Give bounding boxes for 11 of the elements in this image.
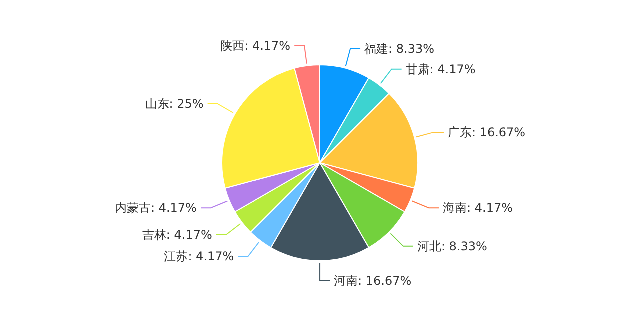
slice-label: 广东: 16.67% (448, 125, 526, 140)
slice-label: 河北: 8.33% (417, 239, 488, 254)
slice-label: 山东: 25% (145, 97, 204, 111)
slice-label: 福建: 8.33% (364, 42, 435, 56)
slice-label: 吉林: 4.17% (142, 228, 212, 242)
slice-label: 江苏: 4.17% (164, 250, 234, 264)
slice-label: 陕西: 4.17% (220, 39, 291, 54)
slice-label: 海南: 4.17% (443, 201, 514, 216)
slice-label: 甘肃: 4.17% (406, 62, 476, 76)
slice-label: 内蒙古: 4.17% (114, 201, 197, 216)
slice-label: 河南: 16.67% (334, 274, 412, 288)
